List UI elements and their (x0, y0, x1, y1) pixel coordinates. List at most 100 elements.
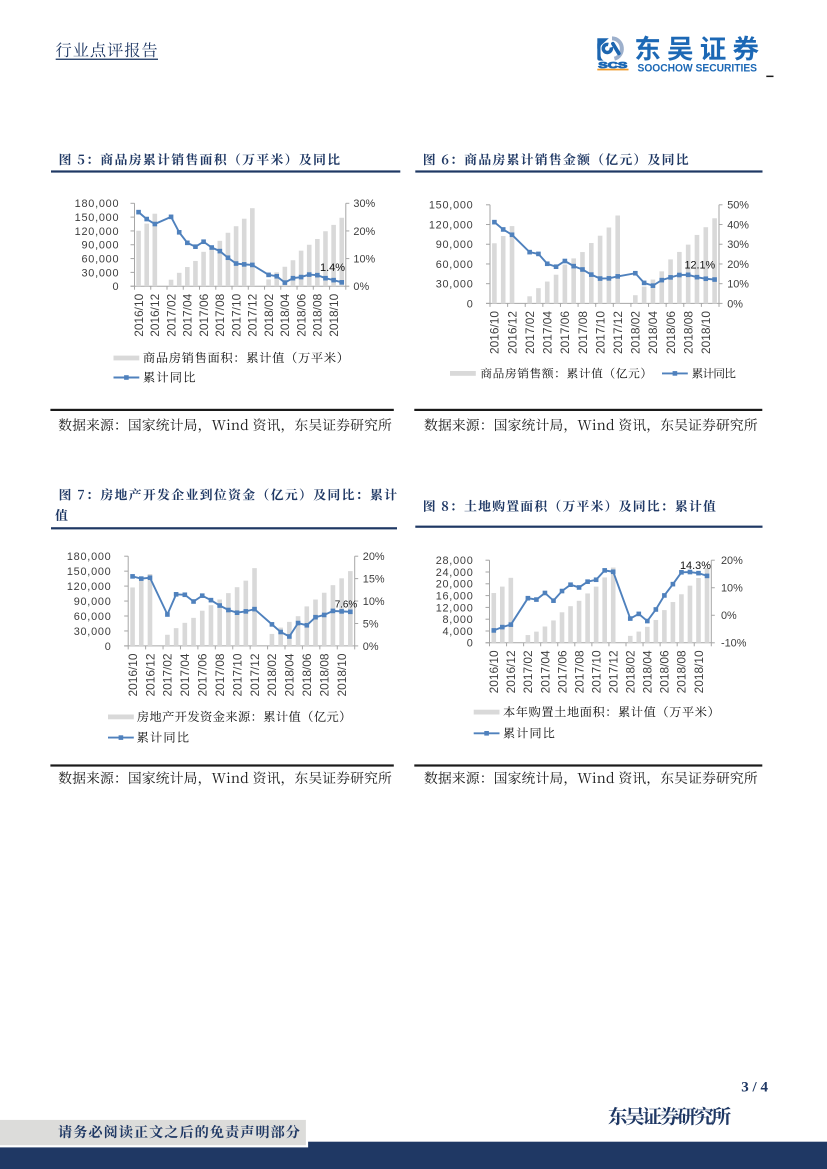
svg-text:20%: 20% (721, 555, 743, 567)
svg-text:30%: 30% (353, 198, 375, 210)
svg-text:2016/12: 2016/12 (504, 650, 518, 693)
svg-text:2018/02: 2018/02 (265, 653, 279, 696)
svg-text:2018/02: 2018/02 (629, 311, 643, 354)
svg-text:2018/10: 2018/10 (327, 293, 341, 336)
svg-text:2018/06: 2018/06 (664, 311, 678, 354)
svg-text:2018/02: 2018/02 (262, 293, 276, 336)
svg-text:2017/04: 2017/04 (181, 293, 195, 336)
svg-text:60,000: 60,000 (81, 253, 119, 265)
svg-text:120,000: 120,000 (67, 581, 112, 593)
svg-text:0: 0 (105, 641, 112, 653)
svg-text:5%: 5% (363, 618, 379, 630)
svg-text:10%: 10% (353, 253, 375, 265)
svg-text:2018/10: 2018/10 (335, 653, 349, 696)
svg-text:120,000: 120,000 (429, 219, 474, 231)
svg-text:2016/12: 2016/12 (505, 311, 519, 354)
svg-text:30%: 30% (727, 239, 749, 251)
svg-text:2017/12: 2017/12 (248, 653, 262, 696)
svg-text:50%: 50% (727, 200, 749, 212)
svg-text:30,000: 30,000 (81, 267, 119, 279)
svg-text:2017/10: 2017/10 (589, 650, 603, 693)
svg-text:40%: 40% (727, 219, 749, 231)
svg-text:2017/02: 2017/02 (523, 311, 537, 354)
svg-text:2018/02: 2018/02 (624, 650, 638, 693)
svg-text:2017/10: 2017/10 (593, 311, 607, 354)
svg-text:180,000: 180,000 (75, 198, 120, 210)
svg-text:60,000: 60,000 (436, 259, 474, 271)
svg-text:2017/10: 2017/10 (229, 293, 243, 336)
svg-text:-10%: -10% (721, 638, 747, 650)
svg-text:2018/08: 2018/08 (675, 650, 689, 693)
svg-text:180,000: 180,000 (67, 551, 112, 563)
svg-text:20%: 20% (727, 259, 749, 271)
svg-text:SOOCHOW SECURITIES: SOOCHOW SECURITIES (638, 63, 758, 75)
svg-text:30,000: 30,000 (74, 626, 112, 638)
svg-text:150,000: 150,000 (67, 566, 112, 578)
svg-text:10%: 10% (727, 279, 749, 291)
svg-text:2017/06: 2017/06 (197, 293, 211, 336)
svg-text:20%: 20% (353, 226, 375, 238)
svg-text:2016/10: 2016/10 (132, 293, 146, 336)
svg-text:1.4%: 1.4% (320, 262, 345, 274)
svg-text:16,000: 16,000 (436, 591, 474, 603)
svg-text:28,000: 28,000 (436, 555, 474, 567)
svg-text:2017/12: 2017/12 (611, 311, 625, 354)
svg-text:0%: 0% (727, 298, 743, 310)
svg-text:90,000: 90,000 (81, 240, 119, 252)
svg-text:2017/12: 2017/12 (607, 650, 621, 693)
svg-text:2017/06: 2017/06 (558, 311, 572, 354)
svg-text:2017/04: 2017/04 (178, 653, 192, 696)
svg-text:4,000: 4,000 (442, 626, 473, 638)
svg-text:90,000: 90,000 (74, 596, 112, 608)
svg-text:2017/12: 2017/12 (246, 293, 260, 336)
svg-text:2018/06: 2018/06 (658, 650, 672, 693)
svg-text:SCS: SCS (598, 60, 627, 70)
svg-text:10%: 10% (721, 583, 743, 595)
svg-text:2018/04: 2018/04 (278, 293, 292, 336)
svg-text:0: 0 (467, 638, 474, 650)
svg-text:8,000: 8,000 (442, 614, 473, 626)
svg-text:0%: 0% (363, 641, 379, 653)
svg-text:2018/04: 2018/04 (283, 653, 297, 696)
svg-text:7.6%: 7.6% (335, 599, 358, 610)
svg-text:10%: 10% (363, 596, 385, 608)
svg-text:2017/02: 2017/02 (161, 653, 175, 696)
svg-text:2017/02: 2017/02 (164, 293, 178, 336)
svg-text:2017/08: 2017/08 (572, 650, 586, 693)
svg-text:60,000: 60,000 (74, 611, 112, 623)
svg-text:0: 0 (467, 298, 474, 310)
svg-text:2018/06: 2018/06 (300, 653, 314, 696)
svg-text:30,000: 30,000 (436, 279, 474, 291)
svg-text:2018/08: 2018/08 (681, 311, 695, 354)
svg-text:2017/02: 2017/02 (521, 650, 535, 693)
svg-text:2018/04: 2018/04 (646, 311, 660, 354)
svg-text:0%: 0% (721, 610, 737, 622)
svg-text:2018/10: 2018/10 (699, 311, 713, 354)
svg-text:2016/10: 2016/10 (488, 311, 502, 354)
svg-text:2016/12: 2016/12 (148, 293, 162, 336)
svg-text:2018/08: 2018/08 (311, 293, 325, 336)
svg-text:2017/06: 2017/06 (196, 653, 210, 696)
svg-text:24,000: 24,000 (436, 567, 474, 579)
svg-text:2017/04: 2017/04 (538, 650, 552, 693)
svg-text:2018/06: 2018/06 (294, 293, 308, 336)
svg-text:0: 0 (112, 281, 119, 293)
svg-text:20,000: 20,000 (436, 579, 474, 591)
svg-text:2017/08: 2017/08 (213, 653, 227, 696)
svg-text:90,000: 90,000 (436, 239, 474, 251)
svg-text:2016/12: 2016/12 (143, 653, 157, 696)
svg-text:15%: 15% (363, 574, 385, 586)
svg-text:2017/08: 2017/08 (213, 293, 227, 336)
svg-text:12,000: 12,000 (436, 602, 474, 614)
svg-text:120,000: 120,000 (75, 226, 120, 238)
svg-text:20%: 20% (363, 551, 385, 563)
svg-text:150,000: 150,000 (75, 212, 120, 224)
svg-text:2018/10: 2018/10 (692, 650, 706, 693)
svg-text:2016/10: 2016/10 (487, 650, 501, 693)
svg-text:2017/08: 2017/08 (576, 311, 590, 354)
svg-text:0%: 0% (353, 281, 369, 293)
svg-text:150,000: 150,000 (429, 200, 474, 212)
svg-text:12.1%: 12.1% (685, 260, 716, 272)
svg-text:2018/04: 2018/04 (641, 650, 655, 693)
svg-text:14.3%: 14.3% (680, 560, 711, 572)
